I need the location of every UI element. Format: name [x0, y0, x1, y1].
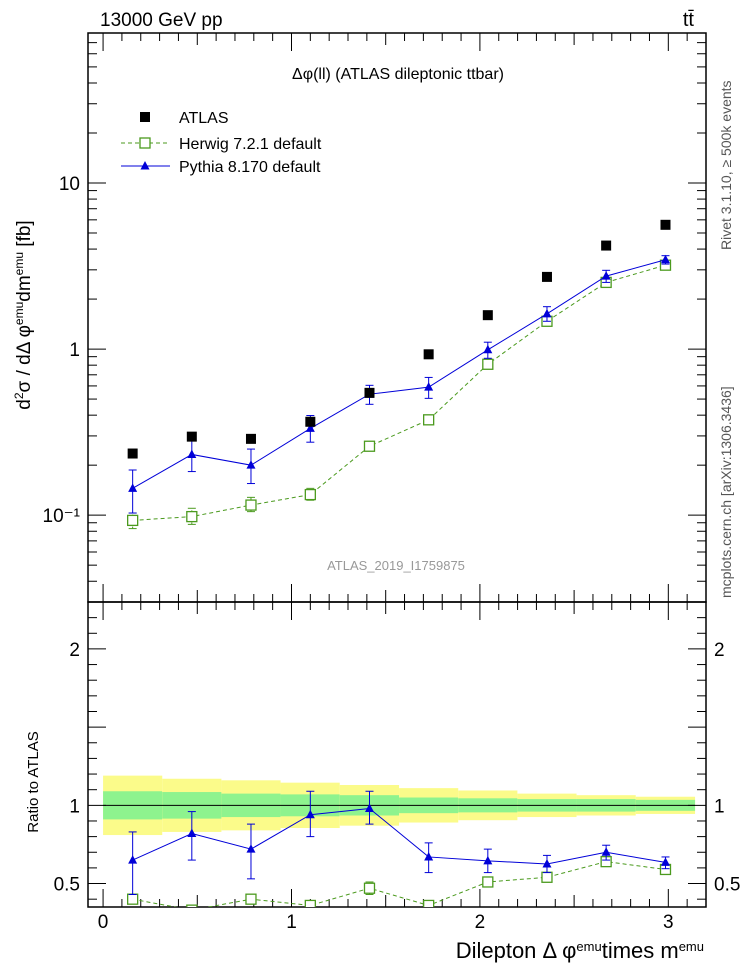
data-point: [128, 855, 138, 864]
ratio-y-tick-label: 1: [69, 796, 80, 817]
data-point: [483, 855, 493, 865]
ratio-y-tick-label: 0.5: [54, 875, 80, 896]
data-point: [304, 488, 316, 501]
data-point: [660, 254, 670, 264]
data-point: [364, 387, 375, 398]
data-point: [542, 308, 552, 318]
data-point: [305, 416, 316, 427]
ratio-y-tick-label-right: 0.5: [714, 875, 740, 896]
y-tick-label: 1: [69, 340, 80, 361]
series-line: [132, 807, 666, 865]
ratio-y-tick-label-right: 1: [714, 796, 725, 817]
series-line: [132, 264, 666, 521]
rivet-label: Rivet 3.1.10, ≥ 500k events: [718, 80, 734, 250]
series-herwig-7-2-1-default: [127, 259, 672, 530]
data-point: [305, 423, 315, 432]
data-point: [424, 851, 434, 861]
data-point: [187, 828, 197, 837]
data-point: [305, 809, 315, 819]
data-point: [660, 219, 671, 230]
ratio-y-tick-label: 2: [69, 640, 80, 661]
x-tick-label: 2: [475, 912, 486, 933]
x-tick-label: 3: [663, 912, 674, 933]
data-point: [245, 499, 257, 511]
ratio-panel: Ratio to ATLAS Dilepton Δ φemutimes memu…: [25, 601, 740, 963]
data-point: [364, 803, 374, 812]
data-point: [246, 460, 256, 469]
data-point: [423, 899, 435, 907]
x-tick-label: 1: [286, 912, 297, 933]
data-point: [660, 857, 670, 866]
main-y-axis-label: d2σ / dΔ φemudmemu [fb]: [12, 220, 35, 409]
series-line: [132, 259, 666, 489]
data-point: [423, 414, 435, 426]
mcplots-label: mcplots.cern.ch [arXiv:1306.3436]: [718, 386, 734, 598]
x-tick-label: 0: [98, 912, 109, 933]
data-point: [246, 844, 256, 853]
data-point: [186, 904, 198, 907]
data-point: [187, 449, 197, 458]
data-point: [601, 847, 611, 856]
series-line: [132, 861, 666, 907]
ratio-data: [127, 790, 672, 907]
legend-label: Herwig 7.2.1 default: [179, 136, 322, 153]
data-point: [424, 382, 434, 391]
legend-marker: [140, 112, 150, 122]
data-point: [127, 514, 139, 527]
data-point: [363, 440, 376, 452]
ratio-frame: [87, 601, 707, 908]
data-point: [127, 448, 138, 459]
legend-marker: [140, 161, 150, 170]
data-point: [482, 876, 494, 888]
data-point: [127, 893, 139, 905]
process-label: tt̄: [683, 9, 695, 31]
data-point: [541, 271, 552, 282]
data-point: [483, 344, 493, 354]
data-point: [304, 899, 316, 907]
series-pythia-8-170-default: [128, 790, 670, 895]
data-point: [601, 240, 612, 251]
legend-label: ATLAS: [179, 110, 229, 127]
legend-label: Pythia 8.170 default: [179, 159, 321, 176]
ratio-y-axis-label: Ratio to ATLAS: [25, 731, 42, 832]
data-point: [482, 310, 493, 321]
data-point: [245, 893, 257, 905]
data-point: [541, 871, 553, 883]
series-pythia-8-170-default: [128, 254, 670, 514]
main-title: Δφ(ll) (ATLAS dileptonic ttbar): [292, 66, 504, 83]
data-point: [482, 358, 494, 370]
data-point: [601, 271, 611, 280]
legend-marker: [139, 137, 151, 149]
energy-label: 13000 GeV pp: [100, 10, 223, 31]
series-atlas: [127, 219, 671, 459]
main-panel: Δφ(ll) (ATLAS dileptonic ttbar) ATLAS_20…: [12, 32, 707, 603]
data-point: [186, 431, 197, 442]
analysis-label: ATLAS_2019_I1759875: [327, 558, 465, 573]
y-tick-label: 10: [59, 174, 80, 195]
legend: ATLAS Herwig 7.2.1 default Pythia 8.170 de…: [121, 110, 322, 176]
ratio-y-tick-label-right: 2: [714, 640, 725, 661]
y-tick-label: 10⁻¹: [43, 506, 81, 527]
data-point: [542, 858, 552, 868]
series-herwig-7-2-1-default: [127, 855, 672, 907]
data-point: [245, 433, 256, 444]
ratio-x-axis-label: Dilepton Δ φemutimes memu: [456, 938, 704, 963]
data-point: [186, 510, 198, 523]
data-point: [128, 483, 138, 492]
data-point: [423, 349, 434, 360]
data-point: [363, 882, 376, 894]
